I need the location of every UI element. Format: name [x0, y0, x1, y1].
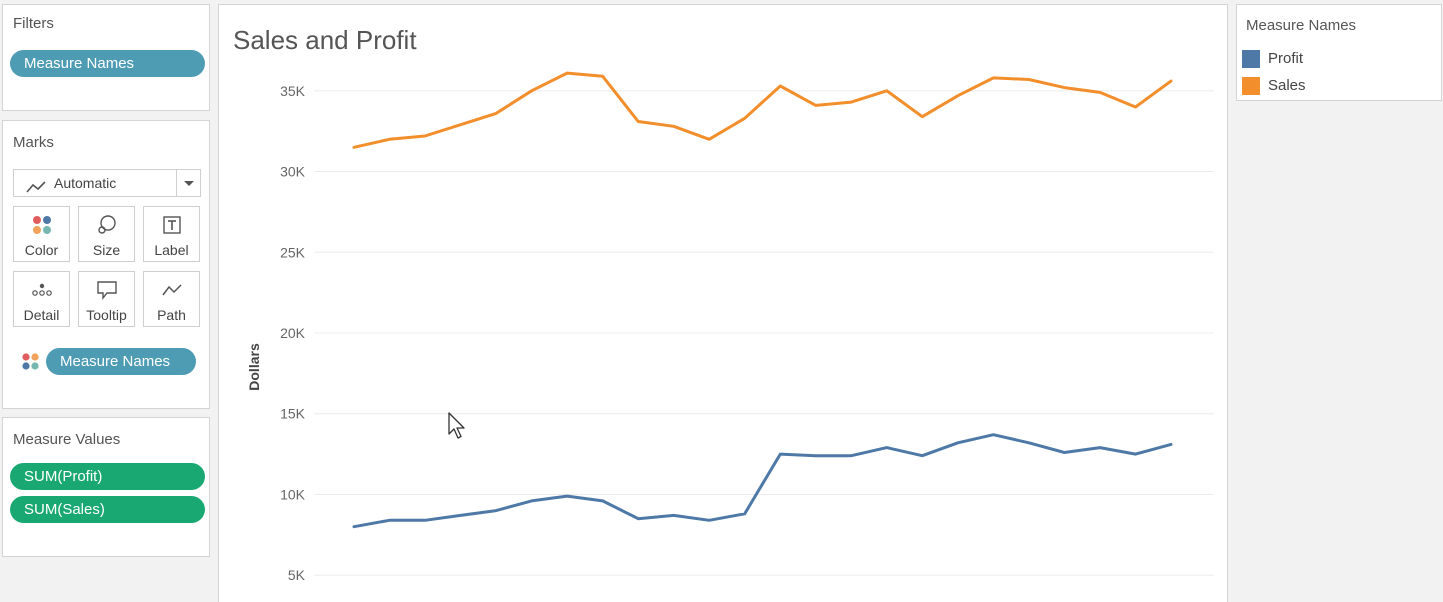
y-tick-label: 30K [280, 164, 306, 180]
marks-card: Marks Automatic Color Size [2, 120, 210, 409]
y-tick-label: 15K [280, 406, 306, 422]
series-line-profit[interactable] [352, 433, 1173, 529]
label-button-label: Label [154, 242, 189, 258]
measure-values-title: Measure Values [13, 431, 121, 448]
measure-pill-sum-profit[interactable]: SUM(Profit) [10, 463, 205, 490]
label-button[interactable]: Label [143, 206, 200, 262]
tooltip-button[interactable]: Tooltip [78, 271, 135, 327]
filters-title: Filters [13, 15, 54, 32]
path-button[interactable]: Path [143, 271, 200, 327]
tooltip-icon [79, 280, 134, 300]
color-button[interactable]: Color [13, 206, 70, 262]
y-tick-label: 35K [280, 83, 306, 99]
y-axis-label: Dollars [246, 343, 262, 391]
legend-label-profit: Profit [1268, 50, 1304, 67]
measure-pill-sum-sales[interactable]: SUM(Sales) [10, 496, 205, 523]
chart-view: Sales and Profit 5K 10K 15K 20K 25K 30K 35K Do… [218, 4, 1228, 602]
legend-swatch-profit [1242, 50, 1260, 68]
legend-swatch-sales [1242, 77, 1260, 95]
legend-label-sales: Sales [1268, 77, 1306, 94]
series-line-sales[interactable] [352, 71, 1173, 149]
y-tick-label: 5K [288, 567, 306, 583]
mark-type-dropdown[interactable]: Automatic [13, 169, 201, 197]
mark-type-label: Automatic [54, 175, 117, 191]
color-button-label: Color [24, 242, 59, 258]
color-dots-icon [14, 215, 69, 235]
filters-shelf: Filters Measure Names [2, 4, 210, 111]
legend-title: Measure Names [1246, 17, 1357, 34]
color-pill-measure-names[interactable]: Measure Names [46, 348, 196, 375]
size-icon [79, 215, 134, 235]
label-icon [144, 215, 199, 235]
marks-title: Marks [13, 134, 54, 151]
chevron-down-icon[interactable] [176, 170, 200, 196]
y-tick-label: 10K [280, 486, 306, 502]
detail-button[interactable]: Detail [13, 271, 70, 327]
legend-card: Measure Names Profit Sales [1236, 4, 1442, 101]
size-button[interactable]: Size [78, 206, 135, 262]
detail-icon [14, 280, 69, 300]
tooltip-button-label: Tooltip [86, 307, 127, 323]
measure-values-shelf: Measure Values SUM(Profit) SUM(Sales) [2, 417, 210, 557]
path-button-label: Path [157, 307, 186, 323]
mouse-cursor-icon [448, 412, 466, 445]
size-button-label: Size [92, 242, 121, 258]
path-icon [144, 280, 199, 300]
detail-button-label: Detail [23, 307, 60, 323]
chart-title: Sales and Profit [233, 25, 417, 55]
line-chart[interactable]: 5K 10K 15K 20K 25K 30K 35K Dollars [219, 5, 1227, 601]
y-tick-label: 20K [280, 325, 306, 341]
color-dots-icon [21, 352, 41, 377]
filter-pill-measure-names[interactable]: Measure Names [10, 50, 205, 77]
y-tick-label: 25K [280, 244, 306, 260]
line-mark-icon [26, 176, 46, 202]
